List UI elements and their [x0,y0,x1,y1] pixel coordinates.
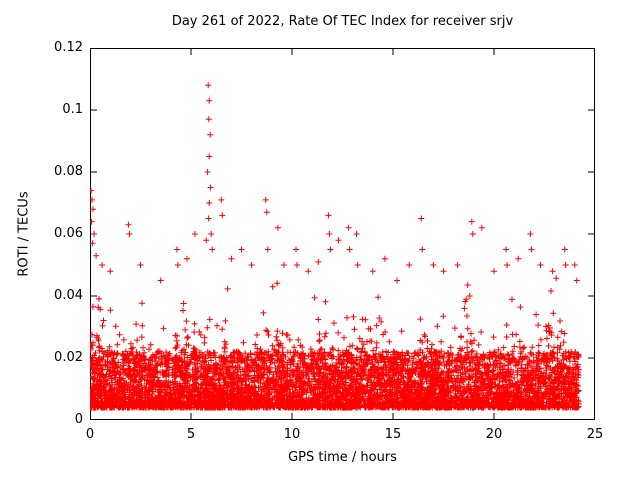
y-tick-label: 0 [74,412,83,427]
chart-title: Day 261 of 2022, Rate Of TEC Index for r… [171,14,514,29]
plot-area [90,48,595,420]
y-tick-label: 0.12 [54,40,83,55]
scatter-plot [90,48,595,420]
x-tick-label: 20 [485,427,503,442]
x-axis-label: GPS time / hours [288,450,397,465]
axis-ticks [90,48,595,420]
y-axis-label: ROTI / TECUs [16,191,32,277]
x-tick-label: 0 [85,427,95,442]
y-tick-label: 0.08 [54,164,83,179]
x-tick-label: 5 [186,427,196,442]
x-tick-label: 25 [586,427,604,442]
y-tick-label: 0.02 [54,350,83,365]
y-tick-label: 0.1 [62,102,83,117]
x-tick-label: 10 [283,427,301,442]
x-tick-label: 15 [384,427,402,442]
y-tick-label: 0.04 [54,288,83,303]
data-points [90,82,582,411]
y-tick-label: 0.06 [54,226,83,241]
plot-border [90,48,595,420]
